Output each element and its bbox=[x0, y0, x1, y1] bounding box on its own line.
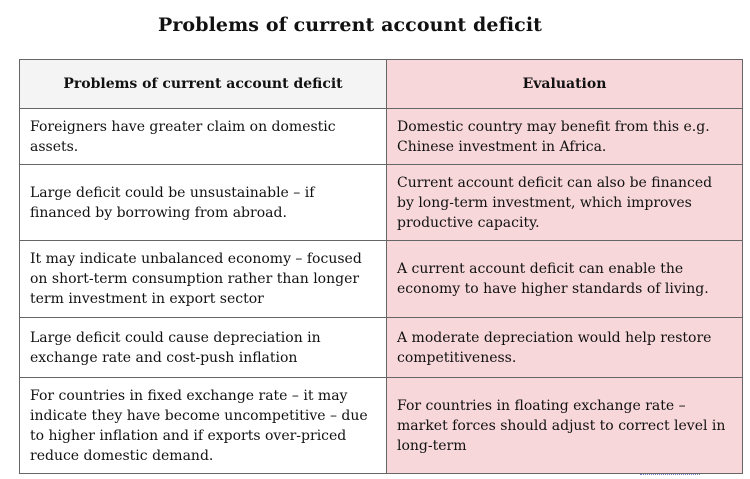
watermark-decoration bbox=[640, 471, 700, 475]
evaluation-cell: A moderate depreciation would help resto… bbox=[386, 317, 743, 378]
page-title: Problems of current account deficit bbox=[157, 14, 543, 36]
problem-cell: Large deficit could be unsustainable – i… bbox=[19, 164, 387, 241]
table-row: Large deficit could cause depreciation i… bbox=[19, 317, 743, 378]
table-row: For countries in fixed exchange rate – i… bbox=[19, 377, 743, 474]
problem-cell: Large deficit could cause depreciation i… bbox=[19, 317, 387, 378]
header-problems: Problems of current account deficit bbox=[19, 59, 387, 109]
table-header-row: Problems of current account deficit Eval… bbox=[19, 59, 743, 109]
evaluation-cell: A current account deficit can enable the… bbox=[386, 240, 743, 318]
table-row: Foreigners have greater claim on domesti… bbox=[19, 108, 743, 165]
problem-cell: It may indicate unbalanced economy – foc… bbox=[19, 240, 387, 318]
problem-cell: For countries in fixed exchange rate – i… bbox=[19, 377, 387, 474]
comparison-table: Problems of current account deficit Eval… bbox=[19, 59, 743, 474]
evaluation-cell: Current account deficit can also be fina… bbox=[386, 164, 743, 241]
evaluation-cell: Domestic country may benefit from this e… bbox=[386, 108, 743, 165]
problem-cell: Foreigners have greater claim on domesti… bbox=[19, 108, 387, 165]
table-row: Large deficit could be unsustainable – i… bbox=[19, 164, 743, 241]
evaluation-cell: For countries in floating exchange rate … bbox=[386, 377, 743, 474]
header-evaluation: Evaluation bbox=[386, 59, 743, 109]
table-row: It may indicate unbalanced economy – foc… bbox=[19, 240, 743, 318]
